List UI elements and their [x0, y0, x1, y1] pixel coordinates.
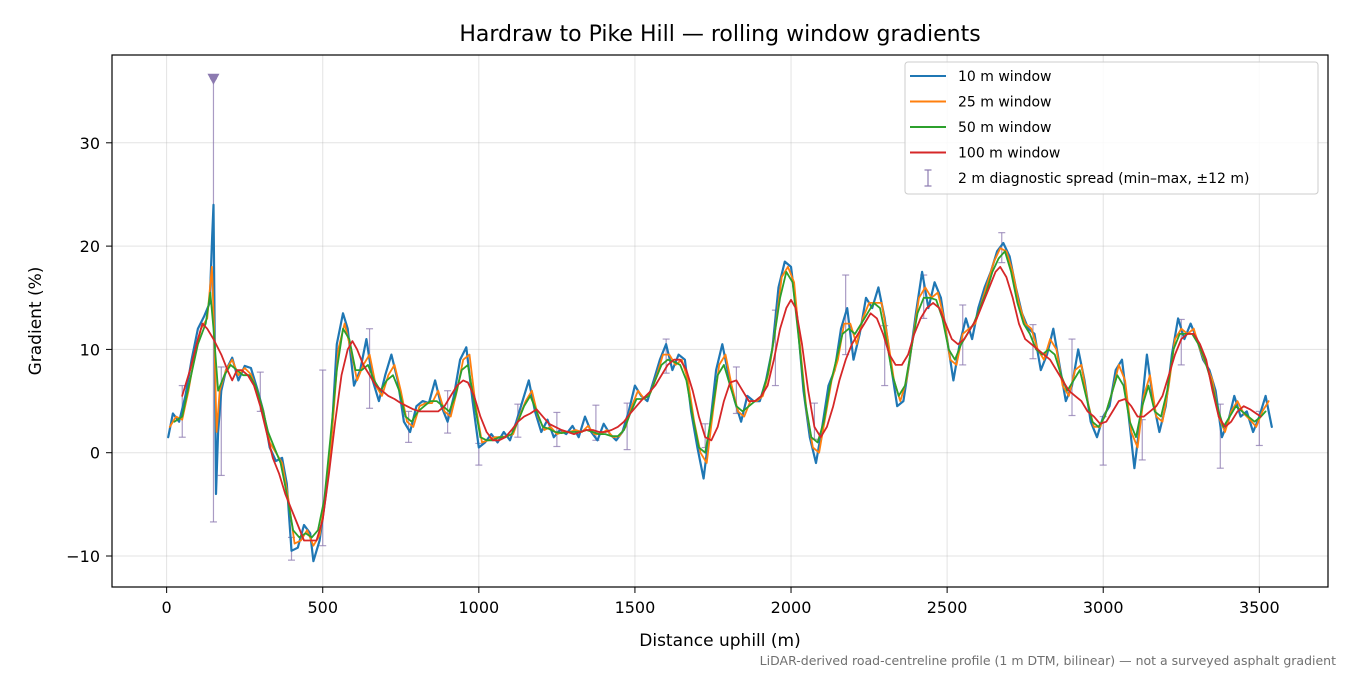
- y-tick-label: 10: [80, 340, 100, 359]
- y-axis-ticks: −10 0 10 20 30: [66, 134, 112, 566]
- series-line-4: [181, 265, 1262, 542]
- legend-label-spread: 2 m diagnostic spread (min–max, ±12 m): [958, 171, 1249, 187]
- footnote: LiDAR-derived road-centreline profile (1…: [760, 653, 1336, 668]
- spread-bar: [623, 402, 631, 451]
- x-tick-label: 3000: [1083, 598, 1124, 617]
- y-tick-label: 0: [90, 444, 100, 463]
- x-axis-ticks: 0 500 1000 1500 2000 2500 3000 3500: [162, 587, 1280, 617]
- spread-bar: [998, 232, 1006, 264]
- legend-label-2: 25 m window: [958, 95, 1051, 111]
- legend: 10 m window 25 m window 50 m window 100 m w…: [904, 61, 1319, 195]
- legend-label-3: 50 m window: [958, 120, 1051, 136]
- spread-bar: [1068, 338, 1076, 417]
- x-tick-label: 3500: [1239, 598, 1280, 617]
- legend-box: [904, 61, 1319, 195]
- y-tick-label: 30: [80, 134, 100, 153]
- spread-bar: [444, 390, 452, 434]
- y-tick-label: 20: [80, 237, 100, 256]
- series-lines: [167, 203, 1273, 563]
- x-tick-label: 2500: [927, 598, 968, 617]
- spread-bar: [405, 410, 413, 443]
- series-line-1: [167, 203, 1273, 563]
- chart-title: Hardraw to Pike Hill — rolling window gr…: [459, 22, 980, 47]
- outlier-marker: [207, 73, 220, 85]
- x-tick-label: 1000: [458, 598, 499, 617]
- x-tick-label: 0: [162, 598, 172, 617]
- y-axis-label: Gradient (%): [26, 267, 46, 376]
- legend-swatch-spread: [924, 169, 932, 187]
- x-tick-label: 500: [307, 598, 338, 617]
- x-axis-label: Distance uphill (m): [639, 631, 800, 651]
- legend-label-4: 100 m window: [958, 146, 1060, 162]
- series-line-3: [173, 250, 1267, 539]
- plot-frame: [111, 54, 1329, 588]
- outlier-marker-triangle: [207, 73, 220, 85]
- spread-bar: [553, 411, 561, 448]
- legend-label-1: 10 m window: [958, 69, 1051, 85]
- x-tick-label: 1500: [615, 598, 656, 617]
- y-tick-label: −10: [66, 547, 100, 566]
- x-tick-label: 2000: [771, 598, 812, 617]
